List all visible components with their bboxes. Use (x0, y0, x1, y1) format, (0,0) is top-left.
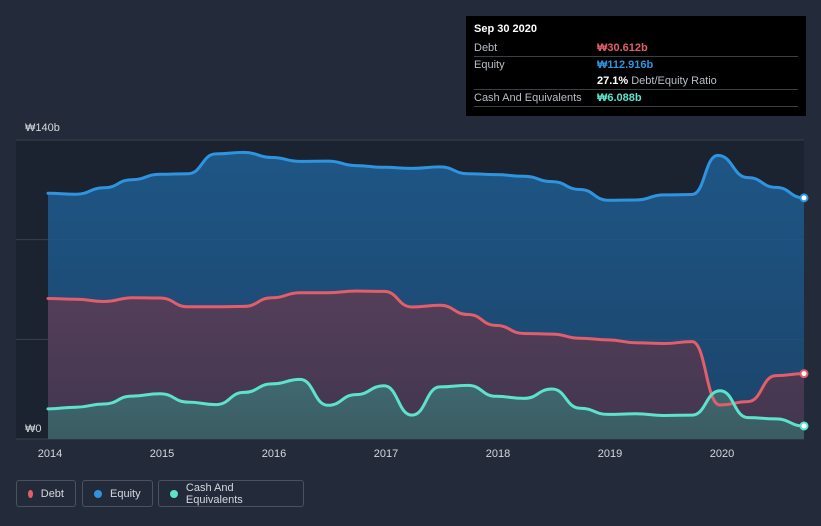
tooltip-panel: Sep 30 2020 Debt ₩30.612b Equity ₩112.91… (466, 16, 806, 116)
debt-line (46, 289, 806, 407)
series-areas (48, 152, 804, 439)
x-tick-label: 2016 (262, 448, 286, 460)
x-tick-label: 2018 (486, 448, 510, 460)
legend-item-cash[interactable]: Cash And Equivalents (158, 480, 304, 507)
x-tick-label: 2014 (38, 448, 62, 460)
equity-line (46, 150, 806, 202)
tooltip-equity-label: Equity (474, 59, 505, 71)
tooltip-row-debt: Debt ₩30.612b (474, 40, 798, 57)
legend-item-debt[interactable]: Debt (16, 480, 76, 507)
legend-cash-dot (170, 489, 178, 498)
axis-labels: ₩140b ₩0 2014 2015 2016 2017 2018 2019 2020 (25, 122, 734, 460)
tooltip-row-cash: Cash And Equivalents ₩6.088b (474, 90, 798, 107)
legend-equity-label: Equity (110, 487, 141, 500)
tooltip-ratio-value: 27.1% (597, 75, 629, 87)
x-tick-label: 2020 (710, 448, 734, 460)
debt-end-marker[interactable] (799, 369, 809, 379)
tooltip-cash-label: Cash And Equivalents (474, 92, 582, 104)
tooltip-cash-value: ₩6.088b (597, 92, 642, 104)
x-tick-label: 2017 (374, 448, 398, 460)
tooltip-ratio: 27.1% Debt/Equity Ratio (597, 73, 717, 89)
tooltip-equity-value: ₩112.916b (597, 59, 654, 71)
tooltip-row-equity: Equity ₩112.916b (474, 57, 798, 73)
cash-line (46, 377, 806, 428)
y-tick-label-top: ₩140b (25, 122, 60, 134)
equity-end-marker[interactable] (799, 193, 809, 203)
legend-equity-dot (94, 489, 102, 498)
legend-debt-dot (28, 489, 33, 498)
tooltip-debt-value: ₩30.612b (597, 42, 648, 54)
tooltip-date: Sep 30 2020 (474, 23, 537, 35)
series-end-markers (799, 193, 809, 431)
tooltip-ratio-label: Debt/Equity Ratio (631, 75, 717, 87)
series-lines (46, 150, 806, 428)
cash-end-marker[interactable] (799, 421, 809, 431)
legend-debt-label: Debt (40, 487, 64, 500)
legend-cash-label: Cash And Equivalents (185, 481, 243, 506)
x-tick-label: 2019 (598, 448, 622, 460)
x-tick-label: 2015 (150, 448, 174, 460)
tooltip-debt-label: Debt (474, 42, 498, 54)
tooltip-row-ratio: 27.1% Debt/Equity Ratio (474, 73, 798, 90)
y-tick-label-bottom: ₩0 (25, 423, 42, 435)
legend-item-equity[interactable]: Equity (82, 480, 153, 507)
